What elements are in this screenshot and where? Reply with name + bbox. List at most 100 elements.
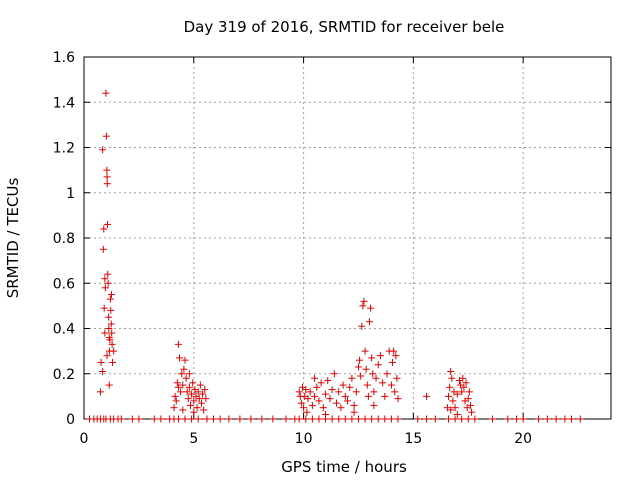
data-point bbox=[328, 415, 336, 423]
data-point bbox=[362, 365, 370, 373]
y-tick-label: 0.6 bbox=[53, 276, 75, 292]
y-tick-label: 1.4 bbox=[53, 95, 75, 111]
data-point bbox=[453, 390, 461, 398]
data-point bbox=[300, 404, 308, 412]
data-point bbox=[370, 388, 378, 396]
data-point bbox=[157, 415, 165, 423]
data-point bbox=[459, 374, 467, 382]
data-point bbox=[200, 406, 208, 414]
data-point bbox=[106, 336, 114, 344]
data-point bbox=[135, 415, 143, 423]
axis-ticks: 0 5 10 15 20 0 0.2 0.4 0.6 0.8 1 1.2 1.4 1.6 bbox=[53, 50, 611, 447]
data-point bbox=[519, 415, 527, 423]
data-point bbox=[297, 399, 305, 407]
data-points bbox=[85, 89, 584, 423]
plot-frame bbox=[83, 56, 612, 420]
data-point bbox=[374, 361, 382, 369]
data-point bbox=[357, 372, 365, 380]
data-point bbox=[100, 304, 108, 312]
data-point bbox=[311, 374, 319, 382]
data-point bbox=[354, 363, 362, 371]
data-point bbox=[282, 415, 290, 423]
data-point bbox=[174, 340, 182, 348]
y-tick-label: 1.2 bbox=[53, 141, 75, 157]
data-point bbox=[361, 347, 369, 355]
data-point bbox=[431, 415, 439, 423]
data-point bbox=[178, 370, 186, 378]
data-point bbox=[180, 365, 188, 373]
data-point bbox=[201, 386, 209, 394]
x-tick-label: 10 bbox=[295, 431, 313, 447]
data-point bbox=[174, 415, 182, 423]
data-point bbox=[108, 340, 116, 348]
data-point bbox=[448, 374, 456, 382]
data-point bbox=[315, 415, 323, 423]
data-point bbox=[302, 415, 310, 423]
data-point bbox=[390, 347, 398, 355]
data-point bbox=[361, 415, 369, 423]
data-point bbox=[445, 392, 453, 400]
data-point bbox=[350, 408, 358, 416]
data-point bbox=[350, 401, 358, 409]
data-point bbox=[363, 381, 371, 389]
data-point bbox=[190, 397, 198, 405]
data-point bbox=[103, 352, 111, 360]
data-point bbox=[446, 383, 454, 391]
data-point bbox=[194, 388, 202, 396]
data-point bbox=[306, 388, 314, 396]
data-point bbox=[188, 415, 196, 423]
y-tick-label: 1 bbox=[66, 186, 75, 202]
data-point bbox=[108, 329, 116, 337]
y-tick-label: 1.6 bbox=[53, 50, 75, 66]
data-point bbox=[197, 399, 205, 407]
data-point bbox=[202, 395, 210, 403]
data-point bbox=[102, 132, 110, 140]
data-point bbox=[104, 270, 112, 278]
data-point bbox=[381, 415, 389, 423]
data-point bbox=[170, 404, 178, 412]
data-point bbox=[188, 390, 196, 398]
data-point bbox=[258, 415, 266, 423]
data-point bbox=[445, 415, 453, 423]
data-point bbox=[304, 395, 312, 403]
data-point bbox=[104, 279, 112, 287]
data-point bbox=[181, 356, 189, 364]
data-point bbox=[335, 388, 343, 396]
data-point bbox=[393, 374, 401, 382]
data-point bbox=[451, 404, 459, 412]
data-point bbox=[179, 381, 187, 389]
data-point bbox=[181, 415, 189, 423]
data-point bbox=[458, 388, 466, 396]
data-point bbox=[504, 415, 512, 423]
data-point bbox=[303, 408, 311, 416]
data-point bbox=[194, 415, 202, 423]
data-point bbox=[370, 401, 378, 409]
data-point bbox=[464, 415, 472, 423]
data-point bbox=[364, 392, 372, 400]
data-point bbox=[333, 399, 341, 407]
data-point bbox=[465, 388, 473, 396]
data-point bbox=[346, 383, 354, 391]
data-point bbox=[358, 322, 366, 330]
data-point bbox=[449, 397, 457, 405]
data-point bbox=[101, 275, 109, 283]
data-point bbox=[447, 367, 455, 375]
data-point bbox=[216, 415, 224, 423]
data-point bbox=[423, 392, 431, 400]
data-point bbox=[341, 415, 349, 423]
data-point bbox=[185, 370, 193, 378]
data-point bbox=[107, 306, 115, 314]
data-point bbox=[368, 354, 376, 362]
data-point bbox=[308, 415, 316, 423]
data-point bbox=[344, 397, 351, 405]
data-point bbox=[447, 406, 455, 414]
y-tick-label: 0.2 bbox=[53, 367, 75, 383]
data-point bbox=[308, 401, 316, 409]
data-point bbox=[488, 415, 496, 423]
data-point bbox=[352, 388, 360, 396]
data-point bbox=[367, 304, 375, 312]
data-point bbox=[354, 415, 362, 423]
data-point bbox=[109, 358, 117, 366]
data-point bbox=[182, 374, 190, 382]
